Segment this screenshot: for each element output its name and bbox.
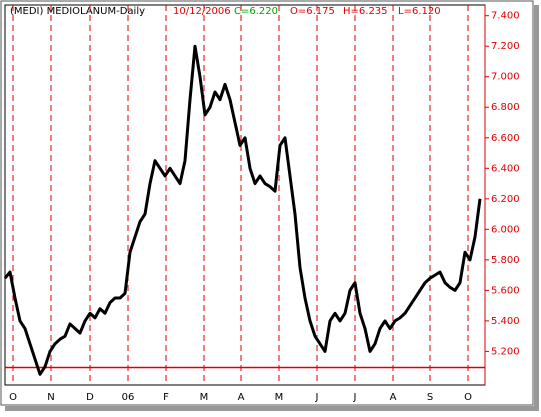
x-tick-label: M xyxy=(200,392,209,403)
x-tick-label: F xyxy=(163,392,169,403)
y-tick-label: 6.600 xyxy=(491,133,520,144)
y-tick-label: 5.200 xyxy=(491,346,520,357)
y-tick-label: 7.400 xyxy=(491,11,520,22)
title: (MEDI) MEDIOLANUM-Daily xyxy=(10,6,145,17)
x-tick-label: J xyxy=(353,392,357,403)
y-tick-label: 5.800 xyxy=(491,255,520,266)
x-tick-label: O xyxy=(9,392,17,403)
y-tick-label: 5.600 xyxy=(491,285,520,296)
shadow xyxy=(5,406,539,411)
x-tick-label: A xyxy=(238,392,245,403)
open: O=6.175 xyxy=(290,6,335,17)
y-tick-label: 5.400 xyxy=(491,316,520,327)
x-tick-label: M xyxy=(275,392,284,403)
x-tick-label: O xyxy=(464,392,472,403)
x-tick-label: D xyxy=(86,392,94,403)
shadow xyxy=(534,5,539,409)
low: L=6.120 xyxy=(398,6,441,17)
x-tick-label: S xyxy=(427,392,433,403)
y-tick-label: 6.000 xyxy=(491,224,520,235)
x-tick-label: 06 xyxy=(122,392,135,403)
x-tick-label: N xyxy=(47,392,54,403)
y-tick-label: 6.200 xyxy=(491,194,520,205)
y-tick-label: 6.400 xyxy=(491,163,520,174)
date: 10/12/2006 xyxy=(173,6,231,17)
y-tick-label: 7.000 xyxy=(491,72,520,83)
x-tick-label: A xyxy=(390,392,397,403)
y-tick-label: 7.200 xyxy=(491,41,520,52)
y-tick-label: 6.800 xyxy=(491,102,520,113)
close: C=6.220 xyxy=(234,6,278,17)
frame xyxy=(0,0,534,406)
x-tick-label: J xyxy=(315,392,319,403)
price-line xyxy=(3,44,482,376)
high: H=6.235 xyxy=(343,6,388,17)
